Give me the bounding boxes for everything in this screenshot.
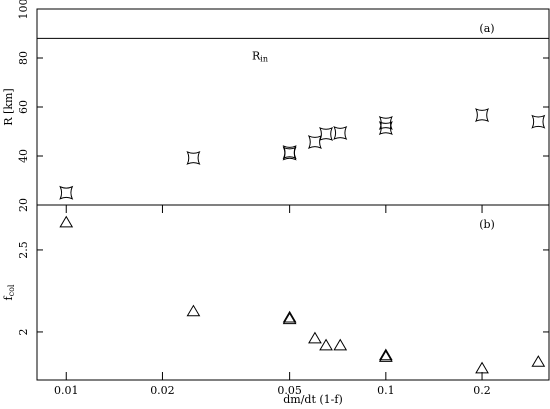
data-point bbox=[282, 312, 297, 325]
y-tick-label: 60 bbox=[17, 100, 30, 114]
y-tick-label: 100 bbox=[17, 0, 30, 20]
data-point bbox=[186, 150, 201, 165]
data-point bbox=[333, 338, 348, 351]
y-tick-label: 2.5 bbox=[17, 241, 30, 259]
data-point bbox=[59, 215, 74, 228]
y-axis-label: R [km] bbox=[2, 88, 15, 125]
x-tick-label: 0.1 bbox=[377, 384, 395, 397]
data-point bbox=[333, 125, 348, 140]
data-point bbox=[308, 331, 322, 344]
reference-label: Rin bbox=[252, 49, 268, 63]
data-point bbox=[319, 126, 334, 141]
data-point bbox=[59, 185, 74, 200]
panel-label: (a) bbox=[479, 22, 494, 35]
reference-label-sub: in bbox=[260, 54, 268, 63]
x-tick-label: 0.2 bbox=[473, 384, 491, 397]
plot-frame bbox=[36, 204, 550, 381]
data-point bbox=[378, 115, 393, 130]
reference-label-main: R bbox=[252, 49, 261, 62]
x-tick-label: 0.01 bbox=[54, 384, 79, 397]
data-point bbox=[378, 348, 393, 361]
data-point bbox=[319, 338, 333, 351]
data-point bbox=[475, 108, 490, 123]
data-point bbox=[475, 361, 489, 374]
data-point bbox=[378, 350, 393, 362]
x-tick-label: 0.05 bbox=[277, 384, 302, 397]
data-point bbox=[378, 121, 393, 136]
data-point bbox=[282, 310, 297, 323]
data-point bbox=[186, 304, 201, 317]
x-tick-label: 0.02 bbox=[150, 384, 175, 397]
data-point bbox=[282, 145, 297, 160]
data-point bbox=[531, 355, 546, 367]
data-point bbox=[307, 135, 322, 150]
y-axis-label-sub: col bbox=[7, 284, 16, 296]
y-axis-label-main: f bbox=[2, 295, 15, 300]
x-axis-label: dm/dt (1-f) bbox=[283, 393, 343, 406]
panel-label: (b) bbox=[479, 218, 495, 231]
data-point bbox=[531, 114, 546, 129]
y-tick-label: 40 bbox=[17, 149, 30, 163]
y-axis-label: fcol bbox=[2, 284, 16, 300]
y-tick-label: 20 bbox=[17, 198, 30, 212]
y-tick-label: 2 bbox=[17, 328, 30, 335]
y-tick-label: 80 bbox=[17, 51, 30, 65]
